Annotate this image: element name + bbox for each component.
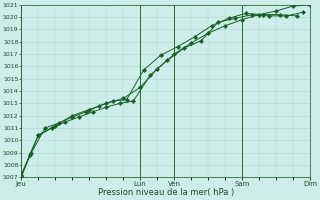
X-axis label: Pression niveau de la mer( hPa ): Pression niveau de la mer( hPa ) xyxy=(98,188,234,197)
